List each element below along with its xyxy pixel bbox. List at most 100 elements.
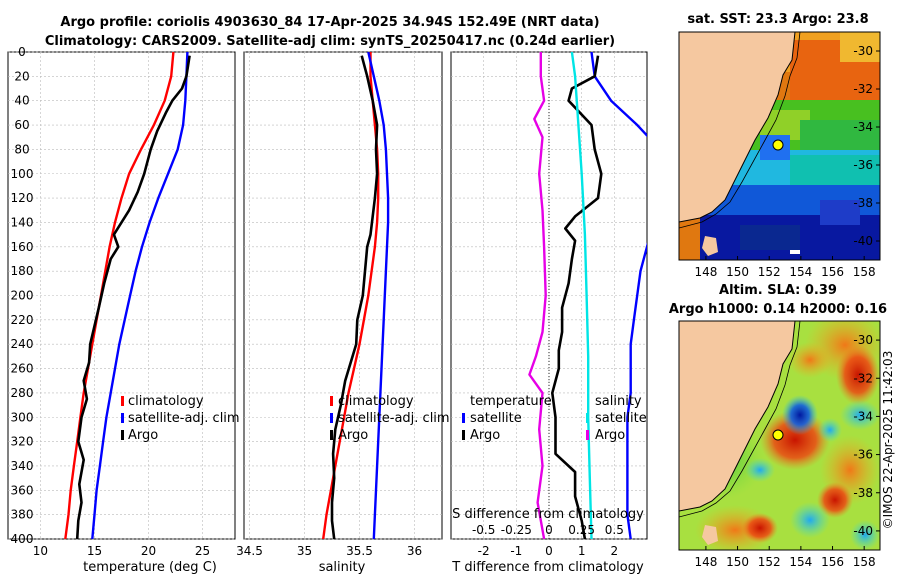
sla-map-title-line2: Argo h1000: 0.14 h2000: 0.16 (669, 302, 887, 317)
depth-tick-label: 340 (11, 459, 34, 473)
coastline (679, 32, 796, 223)
argo-position-marker (772, 139, 784, 151)
difference-series (528, 52, 647, 539)
series-line-argo (330, 55, 379, 539)
map-y-tick-label: -32 (853, 82, 873, 96)
depth-tick-label: 220 (11, 313, 34, 327)
sdiff-xlabel: S difference from climatology (452, 507, 644, 522)
salinity-legend: climatology satellite-adj. clim Argo (330, 394, 450, 443)
map-y-tick-label: -38 (853, 196, 873, 210)
depth-tick-label: 380 (11, 508, 34, 522)
temperature-series (64, 52, 191, 539)
salinity-xlabel: salinity (319, 560, 366, 575)
sst-map (679, 32, 880, 260)
map-y-tick-label: -40 (853, 524, 873, 538)
depth-tick-label: 40 (14, 94, 29, 108)
x-tick-label: 2 (611, 544, 619, 558)
land (679, 32, 795, 222)
land (679, 321, 795, 511)
map-y-tick-label: -34 (853, 409, 873, 423)
legend-label: Argo (128, 428, 158, 443)
x-tick-label: 25 (195, 544, 210, 558)
x-tick-label: -1 (510, 544, 522, 558)
title-line2: Climatology: CARS2009. Satellite-adj cli… (45, 34, 615, 49)
difference-grid (451, 51, 647, 540)
map-x-tick-label: 150 (726, 555, 749, 569)
map-x-tick-label: 152 (758, 265, 781, 279)
depth-tick-label: 260 (11, 362, 34, 376)
x-tick-label: 0 (545, 544, 553, 558)
x-tick-label: 15 (87, 544, 102, 558)
x2-tick-label: -0.25 (501, 523, 532, 537)
map-y-tick-label: -32 (853, 371, 873, 385)
series-line-argo (75, 55, 191, 539)
land-tas (702, 236, 718, 256)
depth-axis: 0 20 40 60 80 100 120 140 160 180 200 220 240 260 280 3… (11, 45, 34, 546)
x-tick-label: 20 (141, 544, 156, 558)
depth-tick-label: 120 (11, 191, 34, 205)
legend-swatch-t-satellite (462, 413, 465, 423)
legend-label: satellite-adj. clim (338, 411, 450, 426)
map-y-tick-label: -30 (853, 44, 873, 58)
sla-map (679, 321, 880, 550)
argo-position-marker (772, 429, 784, 441)
sla-map-frame (678, 320, 881, 551)
map-x-tick-label: 158 (853, 265, 876, 279)
map-x-tick-label: 148 (694, 555, 717, 569)
land-tas (702, 525, 718, 545)
depth-tick-label: 140 (11, 215, 34, 229)
legend-label: satellite (470, 411, 522, 426)
series-line-salinity-argo (528, 52, 547, 539)
map-y-tick-label: -36 (853, 448, 873, 462)
map-x-tick-label: 150 (726, 265, 749, 279)
watermark: ©IMOS 22-Apr-2025 11:42:03 (881, 351, 895, 530)
legend-swatch-climatology (121, 396, 124, 406)
isobath (679, 32, 801, 229)
x2-tick-label: 0.5 (605, 523, 624, 537)
legend-label: salinity (595, 394, 642, 409)
map-x-tick-label: 156 (821, 265, 844, 279)
depth-tick-label: 400 (11, 532, 34, 546)
legend-label: climatology (338, 394, 414, 409)
legend-swatch-argo (121, 430, 124, 440)
legend-label: temperature (470, 394, 552, 409)
x-tick-label: -2 (478, 544, 490, 558)
legend-swatch-climatology (330, 396, 333, 406)
x2-tick-label: -0.5 (472, 523, 495, 537)
x-tick-label: 1 (578, 544, 586, 558)
temperature-xlabel: temperature (deg C) (83, 560, 217, 575)
sla-map-title-line1: Altim. SLA: 0.39 (719, 283, 837, 298)
x-tick-label: 35.5 (346, 544, 373, 558)
difference-legend: temperature satellite Argo salinity sate… (462, 394, 647, 443)
series-line-temperature-argo (551, 55, 603, 539)
legend-label: Argo (595, 428, 625, 443)
legend-label: satellite-adj. clim (128, 411, 240, 426)
depth-tick-label: 280 (11, 386, 34, 400)
map-y-tick-label: -36 (853, 158, 873, 172)
depth-tick-label: 100 (11, 167, 34, 181)
x-tick-label: 35 (297, 544, 312, 558)
x-tick-label: 36 (407, 544, 422, 558)
salinity-series (322, 52, 390, 539)
temperature-legend: climatology satellite-adj. clim Argo (121, 394, 240, 443)
legend-label: climatology (128, 394, 204, 409)
depth-tick-label: 300 (11, 410, 34, 424)
legend-swatch-s-argo (586, 430, 589, 440)
depth-tick-label: 200 (11, 289, 34, 303)
legend-label: satellite (595, 411, 647, 426)
x-tick-label: 34.5 (236, 544, 263, 558)
sst-map-axes: 148 150 152 154 156 158 -30 -32 -34 -36 -38 -40 (694, 44, 880, 279)
depth-tick-label: 320 (11, 435, 34, 449)
series-line-salinity-satellite (570, 52, 593, 539)
sst-map-frame (678, 31, 881, 261)
legend-label: Argo (470, 428, 500, 443)
series-line-satellite-adj-clim (367, 52, 390, 539)
legend-label: Argo (338, 428, 368, 443)
map-y-tick-label: -34 (853, 120, 873, 134)
series-line-satellite-adj-clim (91, 52, 189, 539)
map-y-tick-label: -30 (853, 333, 873, 347)
x-tick-label: 10 (33, 544, 48, 558)
depth-tick-label: 180 (11, 264, 34, 278)
legend-swatch-satellite (121, 413, 124, 423)
